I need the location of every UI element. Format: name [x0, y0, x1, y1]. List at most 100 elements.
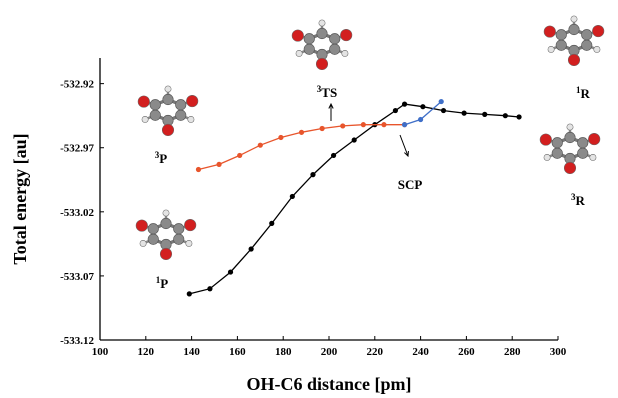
x-tick-label: 240 [412, 346, 429, 358]
arrow-3TS-head [328, 102, 334, 109]
data-point [440, 107, 447, 114]
carbon-atom [329, 43, 341, 55]
oxygen-atom [291, 29, 304, 42]
hydrogen-atom [589, 154, 597, 161]
molecule-1P [135, 209, 197, 260]
annotation-superscript: 3 [571, 192, 576, 202]
x-tick-label: 280 [504, 346, 521, 358]
carbon-atom [564, 131, 576, 144]
carbon-atom [160, 217, 172, 230]
oxygen-atom [186, 95, 199, 108]
arrow-SCP [399, 134, 409, 157]
carbon-atom [303, 33, 315, 45]
carbon-atom [303, 43, 315, 55]
annotation-label: R [581, 86, 591, 101]
hydrogen-atom [141, 116, 149, 123]
annotation-3R: 3R [571, 192, 586, 208]
data-point [401, 122, 408, 128]
carbon-atom [555, 39, 567, 51]
carbon-atom [173, 233, 185, 245]
molecule-structures [135, 15, 605, 260]
annotation-superscript: 3 [155, 150, 160, 160]
carbon-atom [175, 109, 187, 121]
series-black-line [189, 103, 520, 295]
data-point [269, 220, 275, 226]
data-point [248, 246, 254, 252]
hydrogen-atom [341, 50, 349, 57]
x-tick-label: 200 [321, 346, 338, 358]
x-axis-title: OH-C6 distance [pm] [247, 374, 412, 394]
x-tick-label: 180 [275, 346, 292, 358]
annotation-3P: 3P [155, 150, 168, 166]
carbon-atom [581, 29, 593, 41]
carbon-atom [147, 223, 159, 235]
carbon-atom [577, 147, 589, 159]
data-point [392, 107, 399, 114]
data-point [340, 123, 346, 129]
carbon-atom [149, 109, 161, 121]
x-tick-label: 160 [229, 346, 246, 358]
x-tick-label: 140 [183, 346, 200, 358]
oxygen-atom [588, 133, 601, 146]
y-tick-label: -533.02 [60, 207, 94, 219]
annotation-superscript: 1 [576, 85, 581, 95]
y-tick-label: -532.97 [60, 143, 94, 155]
data-point [461, 110, 467, 116]
data-point [502, 113, 508, 119]
arrow-SCP-head [404, 150, 409, 158]
annotation-1P: 1P [156, 275, 169, 291]
x-tick-label: 220 [367, 346, 384, 358]
hydrogen-atom [185, 240, 193, 247]
oxygen-atom [567, 53, 581, 66]
hydrogen-atom [187, 116, 195, 123]
data-point [310, 172, 316, 178]
hydrogen-atom [318, 19, 326, 27]
annotation-superscript: 1 [156, 275, 161, 285]
axes: 100 120 140 160 180 200 220 240 260 280 300 -533.12… [10, 58, 567, 394]
data-point [319, 125, 325, 132]
data-point [216, 161, 222, 167]
hydrogen-atom [570, 15, 578, 23]
annotation-label: P [160, 276, 168, 291]
data-point [237, 152, 243, 159]
molecule-3R [539, 123, 601, 174]
hydrogen-atom [295, 50, 303, 57]
hydrogen-atom [162, 209, 170, 217]
data-point [227, 269, 234, 275]
data-point [257, 142, 263, 148]
carbon-atom [175, 99, 187, 111]
y-axis-title: Total energy [au] [10, 133, 30, 264]
oxygen-atom [563, 161, 577, 174]
data-point [330, 152, 337, 159]
annotation-superscript: 3 [317, 84, 322, 94]
data-point [381, 122, 387, 128]
carbon-atom [555, 29, 567, 41]
molecule-3TS [291, 19, 353, 70]
x-tick-label: 260 [458, 346, 475, 358]
data-point [351, 137, 357, 143]
hydrogen-atom [164, 85, 172, 93]
plot-area [186, 98, 522, 297]
hydrogen-atom [593, 46, 601, 53]
hydrogen-atom [547, 46, 555, 53]
carbon-atom [173, 223, 185, 235]
data-point [195, 166, 202, 173]
data-point [418, 116, 424, 123]
annotation-label: R [576, 193, 586, 208]
annotation-1R: 1R [576, 85, 591, 101]
y-tick-label: -532.92 [60, 79, 94, 91]
oxygen-atom [543, 25, 556, 38]
oxygen-atom [539, 133, 552, 146]
data-point [360, 122, 366, 128]
y-tick-label: -533.07 [60, 271, 94, 283]
carbon-atom [149, 99, 161, 111]
carbon-atom [147, 233, 159, 245]
molecule-3P [137, 85, 199, 136]
data-point [482, 111, 488, 117]
oxygen-atom [137, 95, 150, 108]
data-point [207, 286, 213, 292]
data-point [186, 291, 192, 297]
molecule-1R [543, 15, 605, 66]
oxygen-atom [159, 247, 173, 260]
